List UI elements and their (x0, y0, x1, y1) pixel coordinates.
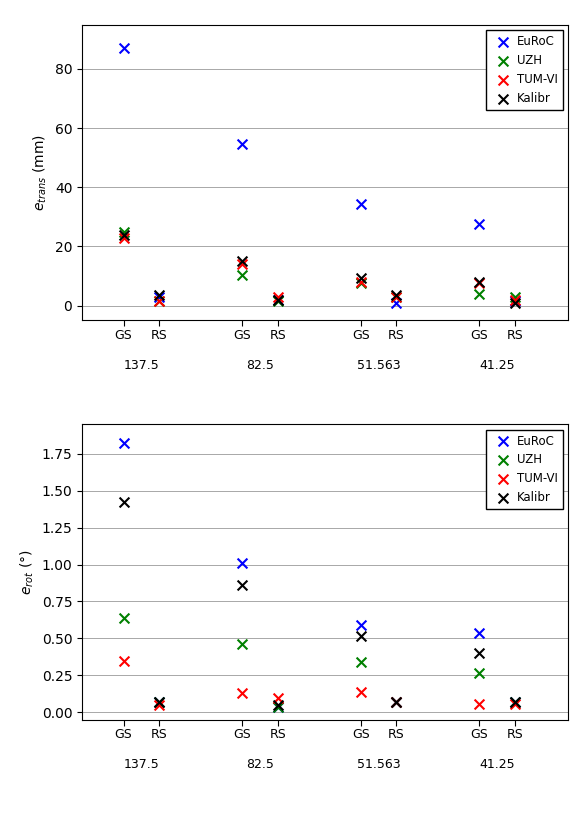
EuRoC (391, 296, 401, 309)
Kalibr (155, 289, 164, 302)
UZH (155, 695, 164, 708)
EuRoC (273, 293, 282, 306)
UZH (273, 294, 282, 308)
EuRoC (510, 695, 520, 708)
TUM-VI (155, 699, 164, 712)
EuRoC (356, 197, 366, 210)
EuRoC (155, 695, 164, 708)
UZH (155, 294, 164, 308)
TUM-VI (155, 294, 164, 308)
Kalibr (119, 496, 128, 509)
Legend: EuRoC, UZH, TUM-VI, Kalibr: EuRoC, UZH, TUM-VI, Kalibr (486, 30, 563, 110)
Kalibr (475, 647, 484, 660)
TUM-VI (391, 290, 401, 303)
Text: 41.25: 41.25 (479, 359, 515, 372)
Y-axis label: $e_{rot}$ ($\degree$): $e_{rot}$ ($\degree$) (19, 549, 36, 595)
TUM-VI (356, 685, 366, 699)
UZH (510, 695, 520, 708)
Kalibr (119, 228, 128, 241)
EuRoC (475, 626, 484, 639)
TUM-VI (119, 231, 128, 244)
EuRoC (273, 700, 282, 713)
Kalibr (356, 629, 366, 642)
EuRoC (119, 42, 128, 55)
EuRoC (475, 218, 484, 231)
Y-axis label: $e_{trans}$ (mm): $e_{trans}$ (mm) (32, 134, 49, 211)
Kalibr (237, 254, 247, 267)
Kalibr (510, 695, 520, 708)
Text: 51.563: 51.563 (357, 758, 400, 771)
Text: 51.563: 51.563 (357, 359, 400, 372)
TUM-VI (510, 293, 520, 306)
UZH (119, 611, 128, 624)
Kalibr (356, 271, 366, 284)
UZH (475, 287, 484, 300)
Text: 82.5: 82.5 (246, 758, 274, 771)
Text: 137.5: 137.5 (124, 758, 159, 771)
EuRoC (391, 695, 401, 708)
UZH (356, 655, 366, 668)
Kalibr (391, 695, 401, 708)
UZH (510, 290, 520, 303)
Legend: EuRoC, UZH, TUM-VI, Kalibr: EuRoC, UZH, TUM-VI, Kalibr (486, 430, 563, 509)
TUM-VI (391, 695, 401, 708)
TUM-VI (273, 691, 282, 704)
Text: 41.25: 41.25 (479, 758, 515, 771)
TUM-VI (273, 290, 282, 303)
TUM-VI (119, 654, 128, 667)
Kalibr (475, 276, 484, 289)
UZH (475, 666, 484, 679)
TUM-VI (237, 258, 247, 271)
EuRoC (119, 437, 128, 450)
UZH (356, 276, 366, 290)
Kalibr (273, 699, 282, 712)
TUM-VI (356, 276, 366, 289)
UZH (119, 225, 128, 238)
Text: 82.5: 82.5 (246, 359, 274, 372)
EuRoC (237, 556, 247, 569)
Kalibr (510, 296, 520, 309)
TUM-VI (237, 686, 247, 699)
EuRoC (155, 290, 164, 303)
UZH (237, 268, 247, 281)
UZH (391, 290, 401, 303)
TUM-VI (475, 276, 484, 290)
Kalibr (237, 578, 247, 591)
Kalibr (155, 695, 164, 708)
UZH (391, 695, 401, 708)
EuRoC (510, 294, 520, 308)
Kalibr (391, 289, 401, 302)
UZH (237, 638, 247, 651)
EuRoC (237, 137, 247, 151)
TUM-VI (475, 697, 484, 710)
Text: 137.5: 137.5 (124, 359, 159, 372)
UZH (273, 700, 282, 713)
EuRoC (356, 618, 366, 631)
Kalibr (273, 293, 282, 306)
TUM-VI (510, 697, 520, 710)
